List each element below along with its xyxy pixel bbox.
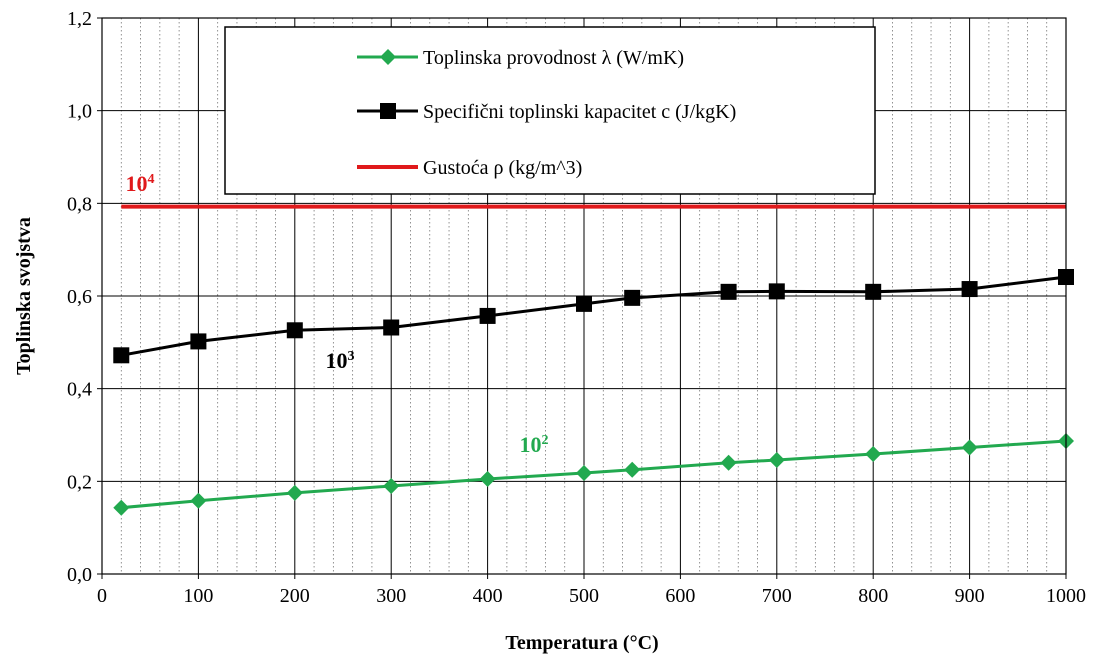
data-point-diamond: [865, 445, 882, 462]
data-point-square: [961, 281, 978, 298]
legend-swatch-diamond: [380, 49, 396, 65]
legend-box: [224, 26, 876, 195]
x-tick-label: 100: [183, 585, 213, 607]
y-tick-label: 0,8: [67, 193, 92, 215]
x-tick-label: 200: [280, 585, 310, 607]
legend-item-3: Gustoća ρ (kg/m^3): [357, 157, 582, 179]
y-tick-label: 0,6: [67, 286, 92, 308]
series-line: [121, 439, 1067, 510]
data-point-diamond: [286, 484, 303, 501]
x-tick-label: 300: [376, 585, 406, 607]
legend-label: Gustoća ρ (kg/m^3): [423, 157, 582, 179]
legend-item-1: Toplinska provodnost λ (W/mK): [357, 47, 684, 69]
y-tick-label: 0,0: [67, 564, 92, 586]
series-notes: 102 103 104: [126, 171, 549, 457]
series-1: [113, 433, 1074, 516]
x-tick-label: 900: [955, 585, 985, 607]
data-point-square: [576, 295, 592, 312]
x-tick-label: 1000: [1046, 585, 1086, 607]
legend: Toplinska provodnost λ (W/mK) Specifični …: [224, 26, 876, 195]
y-tick-label: 0,4: [67, 379, 92, 401]
series-3-scale-note: 104: [126, 171, 155, 196]
data-point-square: [113, 347, 130, 364]
x-tick-label: 700: [762, 585, 792, 607]
legend-swatch-square: [380, 103, 396, 119]
series-layer: [113, 204, 1074, 516]
axes: 0 100 200 300 400 500 600 700 800 900 1000 0,0 0,2 0,…: [67, 8, 1086, 607]
y-tick-label: 0,2: [67, 471, 92, 493]
data-point-square: [286, 322, 303, 339]
x-tick-label: 600: [665, 585, 695, 607]
legend-item-2: Specifični toplinski kapacitet c (J/kgK): [357, 101, 736, 123]
x-tick-label: 500: [569, 585, 599, 607]
data-point-diamond: [720, 454, 737, 471]
data-point-diamond: [624, 461, 641, 478]
data-point-diamond: [190, 492, 207, 509]
y-tick-label: 1,2: [67, 8, 92, 30]
y-axis-title: Toplinska svojstva: [13, 217, 35, 375]
data-point-square: [479, 307, 496, 324]
data-point-square: [865, 283, 882, 300]
data-point-square: [768, 283, 785, 300]
x-axis-title: Temperatura (°C): [505, 632, 658, 654]
x-tick-label: 400: [473, 585, 503, 607]
data-point-diamond: [479, 471, 496, 488]
series-2: [113, 269, 1074, 364]
x-tick-label: 0: [97, 585, 107, 607]
y-tick-label: 1,0: [67, 101, 92, 123]
data-point-square: [624, 289, 641, 306]
data-point-diamond: [961, 439, 978, 456]
data-point-square: [190, 333, 207, 350]
data-point-square: [720, 283, 737, 300]
data-point-diamond: [576, 464, 592, 481]
data-point-diamond: [383, 477, 400, 494]
data-point-diamond: [113, 499, 130, 516]
series-2-scale-note: 103: [326, 348, 355, 373]
x-tick-label: 800: [858, 585, 888, 607]
legend-label: Specifični toplinski kapacitet c (J/kgK): [423, 101, 736, 123]
data-point-square: [383, 319, 400, 336]
legend-label: Toplinska provodnost λ (W/mK): [423, 47, 684, 69]
series-line: [121, 275, 1067, 357]
series-1-scale-note: 102: [520, 432, 549, 457]
data-point-diamond: [768, 452, 785, 469]
